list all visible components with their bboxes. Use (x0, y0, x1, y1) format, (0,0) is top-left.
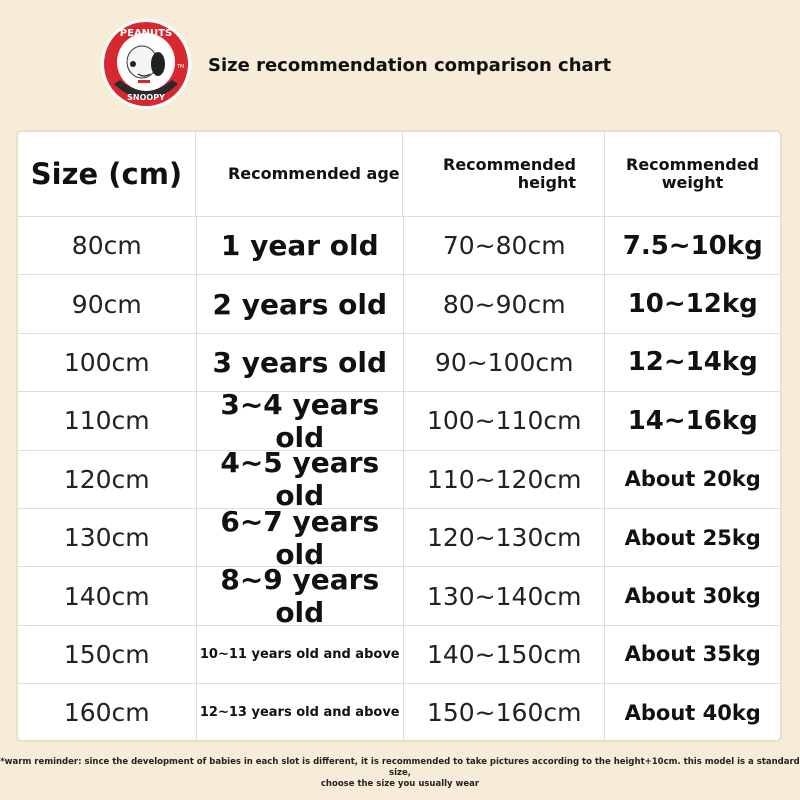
size-chart-table: Size (cm) Recommended age Recommended he… (16, 130, 782, 742)
table-row: 160cm 12~13 years old and above 150~160c… (18, 683, 780, 742)
size-cell: 160cm (63, 698, 150, 728)
header-weight: Recommended weight (604, 132, 780, 216)
height-cell: 110~120cm (402, 450, 604, 508)
height-cell: 90~100cm (402, 333, 604, 392)
header-size: Size (cm) (30, 157, 183, 191)
weight-cell: About 20kg (604, 450, 780, 508)
footer-line-1: *warm reminder: since the development of… (0, 757, 800, 778)
page-title: Size recommendation comparison chart (208, 55, 612, 76)
size-cell: 90cm (71, 289, 142, 319)
table-row: 130cm 6~7 years old 120~130cm About 25kg (18, 505, 780, 571)
svg-text:PEANUTS: PEANUTS (120, 28, 172, 39)
weight-cell: About 40kg (604, 684, 780, 742)
age-cell: 6~7 years old (195, 505, 403, 571)
table-row: 110cm 3~4 years old 100~110cm 14~16kg (18, 388, 780, 454)
svg-text:TM: TM (176, 64, 184, 70)
peanuts-snoopy-logo: PEANUTS SNOOPY TM (101, 19, 191, 109)
age-cell: 3~4 years old (195, 388, 403, 454)
size-cell: 80cm (71, 231, 142, 261)
height-cell: 120~130cm (402, 509, 604, 567)
footer-reminder: *warm reminder: since the development of… (0, 757, 800, 790)
svg-text:SNOOPY: SNOOPY (127, 93, 165, 102)
weight-cell: 10~12kg (604, 275, 780, 333)
size-cell: 130cm (63, 523, 150, 553)
table-row: 120cm 4~5 years old 110~120cm About 20kg (18, 446, 780, 512)
size-cell: 140cm (63, 581, 150, 611)
header-age: Recommended age (194, 132, 402, 216)
table-row: 140cm 8~9 years old 130~140cm About 30kg (18, 563, 780, 629)
weight-cell: 14~16kg (604, 392, 780, 450)
height-cell: 130~140cm (402, 567, 604, 625)
height-cell: 140~150cm (402, 625, 604, 684)
age-cell: 3 years old (195, 333, 403, 392)
weight-cell: 7.5~10kg (604, 217, 780, 275)
size-cell: 150cm (63, 639, 150, 669)
age-cell: 4~5 years old (195, 446, 403, 512)
size-cell: 100cm (63, 347, 150, 377)
table-header-row: Size (cm) Recommended age Recommended he… (18, 132, 780, 216)
weight-cell: About 30kg (604, 567, 780, 625)
height-cell: 80~90cm (402, 275, 604, 333)
footer-line-2: choose the size you usually wear (320, 779, 480, 789)
size-cell: 120cm (63, 464, 150, 494)
table-row: 150cm 10~11 years old and above 140~150c… (18, 624, 780, 684)
size-cell: 110cm (63, 406, 150, 436)
height-cell: 100~110cm (402, 392, 604, 450)
age-cell: 10~11 years old and above (195, 625, 403, 684)
weight-cell: About 35kg (604, 625, 780, 684)
table-row: 100cm 3 years old 90~100cm 12~14kg (18, 332, 780, 392)
age-cell: 8~9 years old (195, 563, 403, 629)
header-height: Recommended height (402, 132, 604, 216)
age-cell: 12~13 years old and above (195, 684, 403, 742)
height-cell: 70~80cm (402, 217, 604, 275)
height-cell: 150~160cm (402, 684, 604, 742)
table-row: 80cm 1 year old 70~80cm 7.5~10kg (18, 216, 780, 275)
weight-cell: About 25kg (604, 509, 780, 567)
age-cell: 2 years old (195, 275, 403, 333)
weight-cell: 12~14kg (604, 333, 780, 392)
table-row: 90cm 2 years old 80~90cm 10~12kg (18, 274, 780, 333)
age-cell: 1 year old (195, 217, 403, 275)
